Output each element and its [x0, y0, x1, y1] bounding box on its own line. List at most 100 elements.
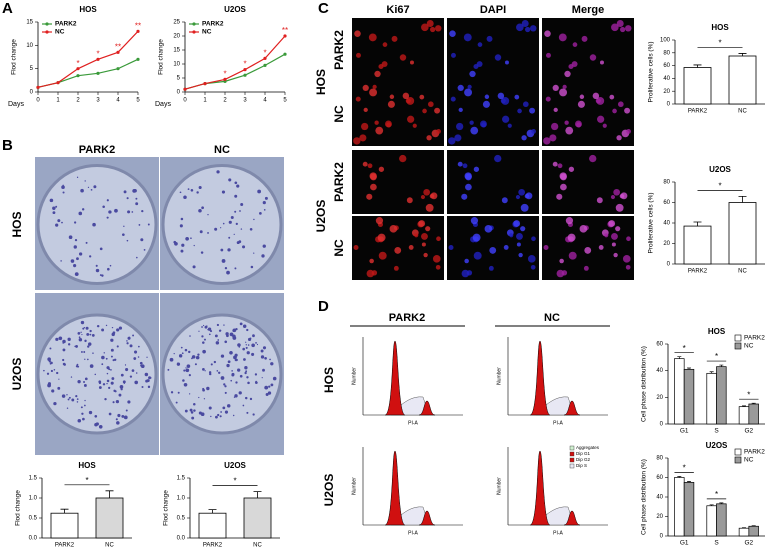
colony: [222, 406, 226, 410]
colony: [222, 222, 225, 225]
colony: [67, 398, 70, 401]
colony: [242, 347, 246, 351]
colony: [102, 383, 106, 386]
colony: [89, 364, 94, 368]
colony: [192, 265, 196, 269]
legend-swatch: [734, 456, 742, 464]
colony: [185, 349, 187, 351]
nucleus: [615, 226, 621, 232]
nucleus: [559, 88, 568, 97]
nucleus: [565, 126, 574, 135]
nucleus: [354, 30, 361, 37]
colony: [233, 233, 235, 236]
x-tick-label: 4: [116, 98, 120, 104]
colony: [246, 351, 250, 355]
nucleus: [426, 19, 434, 27]
legend-label: PARK2: [744, 449, 765, 456]
nucleus: [545, 52, 551, 58]
colony: [234, 194, 238, 198]
colony: [178, 354, 183, 358]
colony: [109, 264, 112, 267]
colony: [101, 328, 105, 332]
nucleus: [374, 70, 381, 78]
flow-g1-peak: [384, 450, 406, 526]
colony: [188, 350, 191, 354]
colony: [123, 225, 125, 227]
bar: [706, 372, 717, 425]
colony: [255, 342, 257, 344]
colony: [76, 398, 79, 401]
nucleus: [375, 126, 384, 135]
colony: [215, 341, 220, 345]
nucleus: [473, 166, 480, 172]
colony: [84, 339, 87, 343]
colony: [125, 367, 129, 372]
flow-axis-label: Number: [496, 367, 502, 385]
y-tick-label: 40: [663, 221, 670, 227]
chart-title: U2OS: [709, 165, 731, 174]
colony: [108, 368, 111, 371]
nucleus: [520, 203, 529, 212]
colony: [110, 355, 113, 358]
nucleus: [369, 88, 378, 97]
nucleus: [531, 236, 536, 242]
colony: [262, 346, 267, 350]
colony: [84, 399, 86, 402]
nucleus: [372, 84, 377, 90]
colony: [70, 259, 75, 263]
colony: [242, 324, 247, 329]
colony: [77, 379, 81, 384]
colony: [198, 185, 202, 190]
row-header: HOS: [322, 367, 336, 393]
significance-mark: *: [233, 477, 236, 486]
nucleus: [473, 251, 482, 260]
colony: [49, 362, 52, 365]
nucleus: [543, 245, 549, 251]
nucleus: [426, 135, 432, 141]
colony: [108, 412, 112, 416]
bar: [674, 477, 685, 537]
colony: [268, 385, 271, 388]
colony: [126, 340, 128, 342]
nucleus: [581, 35, 588, 42]
colony: [208, 406, 212, 410]
colony: [74, 238, 78, 242]
colony: [147, 223, 150, 226]
bar: [683, 225, 712, 265]
colony: [189, 335, 191, 337]
colony: [223, 324, 225, 326]
nucleus: [429, 193, 435, 199]
colony: [269, 358, 271, 361]
nucleus: [419, 94, 425, 100]
colony: [138, 345, 140, 348]
nucleus: [513, 220, 521, 227]
y-tick-label: 0: [667, 262, 671, 268]
colony: [195, 355, 200, 360]
colony: [210, 363, 213, 366]
panel-label: A: [2, 0, 13, 17]
colony: [246, 328, 249, 332]
nucleus: [545, 96, 551, 102]
colony: [251, 352, 255, 356]
x-tick-label: PARK2: [688, 269, 708, 275]
colony: [264, 196, 268, 200]
x-tick-label: 3: [243, 98, 247, 104]
colony: [265, 393, 269, 396]
y-tick-label: 15: [173, 48, 180, 54]
nucleus: [584, 246, 592, 254]
row-header: PARK2: [332, 162, 346, 202]
nucleus: [371, 270, 378, 276]
nucleus: [568, 63, 574, 70]
colony: [206, 386, 210, 391]
colony: [110, 338, 114, 342]
colony: [55, 223, 59, 227]
colony: [208, 333, 211, 336]
colony: [257, 189, 262, 194]
nucleus: [466, 270, 473, 276]
colony: [141, 209, 144, 213]
colony: [235, 381, 238, 384]
colony: [118, 326, 123, 330]
colony: [81, 208, 85, 211]
colony: [55, 337, 59, 341]
